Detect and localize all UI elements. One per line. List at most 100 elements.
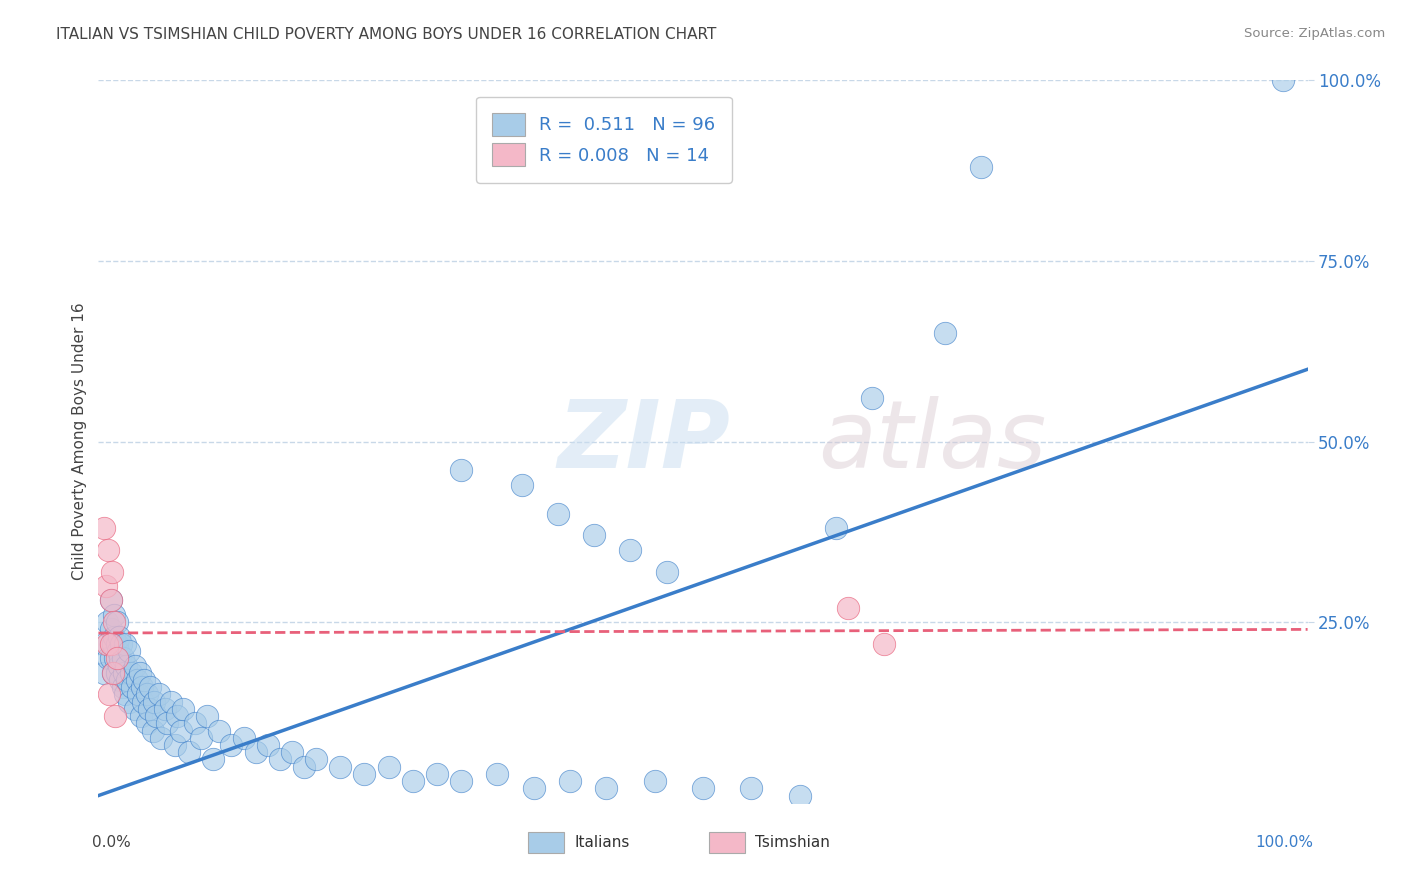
Point [96, 615, 118, 630]
Text: ZIP: ZIP [558, 395, 731, 488]
Point [377, 760, 399, 774]
Point [269, 752, 291, 766]
Point [934, 326, 956, 340]
Point [96, 637, 118, 651]
Point [93, 665, 115, 680]
Point [118, 644, 141, 658]
Point [139, 680, 162, 694]
Point [121, 680, 143, 694]
Point [101, 665, 124, 680]
Point [547, 507, 569, 521]
Point [115, 658, 138, 673]
Point [740, 781, 762, 796]
Text: Italians: Italians [575, 835, 630, 850]
Point [860, 391, 883, 405]
Point [114, 687, 136, 701]
Point [184, 716, 207, 731]
Point [202, 752, 225, 766]
Point [256, 738, 278, 752]
Point [655, 565, 678, 579]
Y-axis label: Child Poverty Among Boys Under 16: Child Poverty Among Boys Under 16 [72, 302, 87, 581]
Point [114, 637, 136, 651]
Point [104, 709, 127, 723]
Point [558, 774, 581, 789]
Point [353, 767, 375, 781]
Point [118, 695, 141, 709]
Point [105, 665, 128, 680]
Point [873, 637, 896, 651]
Point [292, 760, 315, 774]
Point [692, 781, 714, 796]
Point [305, 752, 328, 766]
Point [138, 702, 160, 716]
Point [595, 781, 617, 796]
Point [93, 521, 115, 535]
Text: Source: ZipAtlas.com: Source: ZipAtlas.com [1244, 27, 1385, 40]
Point [120, 665, 142, 680]
Point [100, 593, 122, 607]
Point [510, 478, 533, 492]
Point [789, 789, 811, 803]
Point [1272, 73, 1295, 87]
Point [105, 615, 128, 630]
Point [103, 630, 125, 644]
Point [124, 658, 146, 673]
Point [111, 651, 134, 665]
Point [127, 687, 149, 701]
Text: ITALIAN VS TSIMSHIAN CHILD POVERTY AMONG BOYS UNDER 16 CORRELATION CHART: ITALIAN VS TSIMSHIAN CHILD POVERTY AMONG… [56, 27, 717, 42]
Text: atlas: atlas [818, 396, 1046, 487]
Text: 0.0%: 0.0% [93, 835, 131, 850]
Point [970, 160, 993, 174]
Point [825, 521, 848, 535]
Point [105, 637, 128, 651]
Point [111, 680, 134, 694]
Point [583, 528, 606, 542]
Point [108, 658, 131, 673]
Point [245, 745, 267, 759]
Point [163, 738, 186, 752]
Point [100, 637, 122, 651]
Point [450, 774, 472, 789]
Point [523, 781, 546, 796]
Point [108, 673, 131, 687]
Point [143, 695, 166, 709]
Point [108, 630, 131, 644]
Point [486, 767, 509, 781]
Point [100, 565, 122, 579]
Point [108, 651, 131, 665]
Point [93, 637, 115, 651]
Point [166, 709, 188, 723]
Point [97, 651, 120, 665]
Point [135, 716, 157, 731]
Point [221, 738, 243, 752]
Point [156, 716, 179, 731]
Point [135, 687, 157, 701]
Point [101, 637, 124, 651]
Point [105, 651, 128, 665]
Point [190, 731, 212, 745]
FancyBboxPatch shape [709, 831, 745, 854]
Point [104, 651, 127, 665]
Point [103, 615, 125, 630]
Point [329, 760, 352, 774]
Point [134, 673, 156, 687]
Point [101, 665, 124, 680]
Point [103, 607, 125, 622]
Point [179, 745, 201, 759]
Point [837, 600, 859, 615]
Point [150, 731, 173, 745]
Text: 100.0%: 100.0% [1256, 835, 1313, 850]
FancyBboxPatch shape [527, 831, 564, 854]
Point [100, 593, 122, 607]
Point [450, 463, 472, 477]
Point [232, 731, 254, 745]
Point [112, 665, 135, 680]
Point [100, 623, 122, 637]
Point [619, 542, 641, 557]
Point [402, 774, 425, 789]
Point [281, 745, 304, 759]
Point [172, 702, 194, 716]
Point [208, 723, 231, 738]
Point [100, 651, 122, 665]
Point [145, 709, 167, 723]
